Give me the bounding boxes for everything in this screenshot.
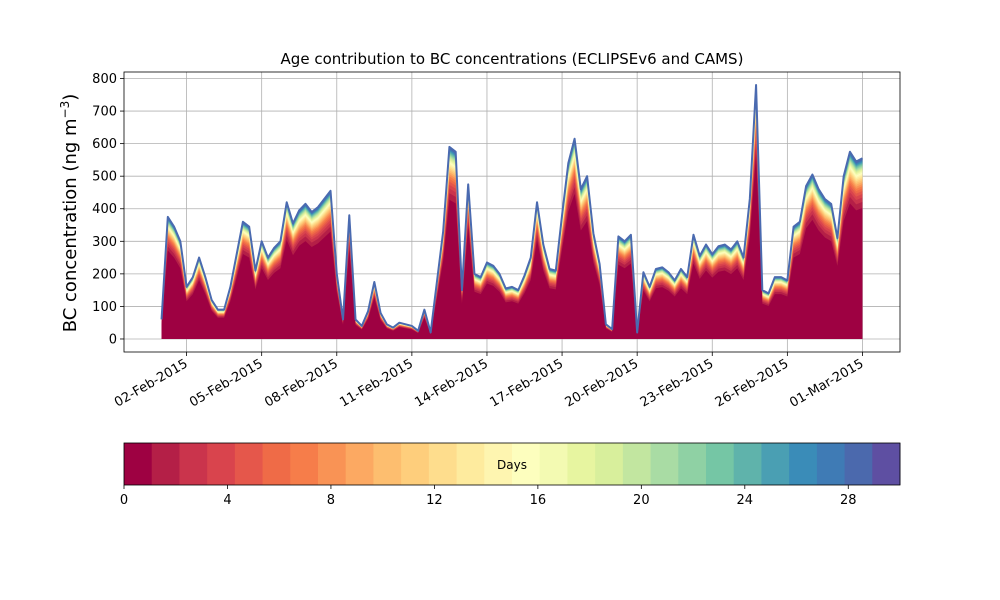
- age-band-area: [161, 154, 863, 339]
- colorbar-label: Days: [497, 458, 527, 472]
- colorbar-tick-label: 20: [633, 493, 650, 508]
- chart-title: Age contribution to BC concentrations (E…: [281, 50, 744, 68]
- colorbar-segment: [595, 443, 624, 485]
- y-axis-label: BC concentration (ng m−3): [58, 94, 81, 333]
- y-tick-label: 100: [92, 300, 117, 315]
- y-axis-label-superscript: −3: [58, 101, 72, 119]
- plot-frame: [123, 71, 901, 353]
- y-tick-label: 300: [92, 235, 117, 250]
- y-tick-label: 400: [92, 202, 117, 217]
- colorbar-segment: [179, 443, 208, 485]
- colorbar-segment: [844, 443, 873, 485]
- age-band-area: [161, 146, 863, 339]
- colorbar-tick-label: 28: [840, 493, 857, 508]
- colorbar-segment: [373, 443, 402, 485]
- colorbar-segment: [706, 443, 735, 485]
- y-tick-label: 600: [92, 137, 117, 152]
- y-tick-label: 200: [92, 267, 117, 282]
- colorbar-segment: [456, 443, 485, 485]
- x-tick-label: 17-Feb-2015: [488, 356, 567, 410]
- y-axis-label-close: ): [60, 94, 81, 101]
- total-concentration-line: [160, 84, 863, 334]
- colorbar-segment: [539, 443, 568, 485]
- x-tick-label: 01-Mar-2015: [787, 356, 866, 410]
- colorbar-tick-label: 4: [223, 493, 231, 508]
- y-axis-label-main: BC concentration (ng m: [60, 118, 81, 332]
- stacked-age-areas: [160, 84, 863, 339]
- colorbar: 0 4 8 12 16 20 24 28: [120, 442, 901, 508]
- colorbar-segment: [733, 443, 762, 485]
- colorbar-segment: [872, 443, 901, 485]
- x-tick-label: 02-Feb-2015: [112, 356, 191, 410]
- y-tick-label: 700: [92, 105, 117, 120]
- colorbar-segment: [789, 443, 818, 485]
- y-tick-label: 800: [92, 72, 117, 87]
- colorbar-segment: [678, 443, 707, 485]
- colorbar-segment: [262, 443, 291, 485]
- x-tick-label: 23-Feb-2015: [638, 356, 717, 410]
- colorbar-segment: [567, 443, 596, 485]
- colorbar-tick-label: 24: [737, 493, 754, 508]
- x-tick-label: 11-Feb-2015: [337, 356, 416, 410]
- colorbar-segment: [207, 443, 236, 485]
- colorbar-tick-label: 16: [530, 493, 547, 508]
- x-tick-label: 14-Feb-2015: [412, 356, 491, 410]
- colorbar-tick-label: 0: [120, 493, 128, 508]
- y-tick-label: 0: [109, 332, 117, 347]
- colorbar-segment: [761, 443, 790, 485]
- x-tick-label: 20-Feb-2015: [563, 356, 642, 410]
- x-tick-label: 26-Feb-2015: [713, 356, 792, 410]
- colorbar-tick-label: 8: [327, 493, 335, 508]
- colorbar-segment: [151, 443, 180, 485]
- colorbar-segment: [484, 443, 513, 485]
- colorbar-segment: [650, 443, 679, 485]
- colorbar-segment: [401, 443, 430, 485]
- colorbar-segment: [124, 443, 153, 485]
- colorbar-segment: [428, 443, 458, 485]
- colorbar-segment: [622, 443, 652, 485]
- x-tick-label: 08-Feb-2015: [262, 356, 341, 410]
- colorbar-frame: [123, 442, 901, 486]
- age-band-area: [161, 140, 863, 339]
- colorbar-segment: [234, 443, 264, 485]
- colorbar-segment: [512, 443, 541, 485]
- colorbar-segment: [816, 443, 846, 485]
- x-tick-label: 05-Feb-2015: [187, 356, 266, 410]
- colorbar-segment: [345, 443, 374, 485]
- colorbar-segment: [290, 443, 319, 485]
- colorbar-tick-label: 12: [426, 493, 443, 508]
- y-tick-label: 500: [92, 170, 117, 185]
- colorbar-segment: [318, 443, 347, 485]
